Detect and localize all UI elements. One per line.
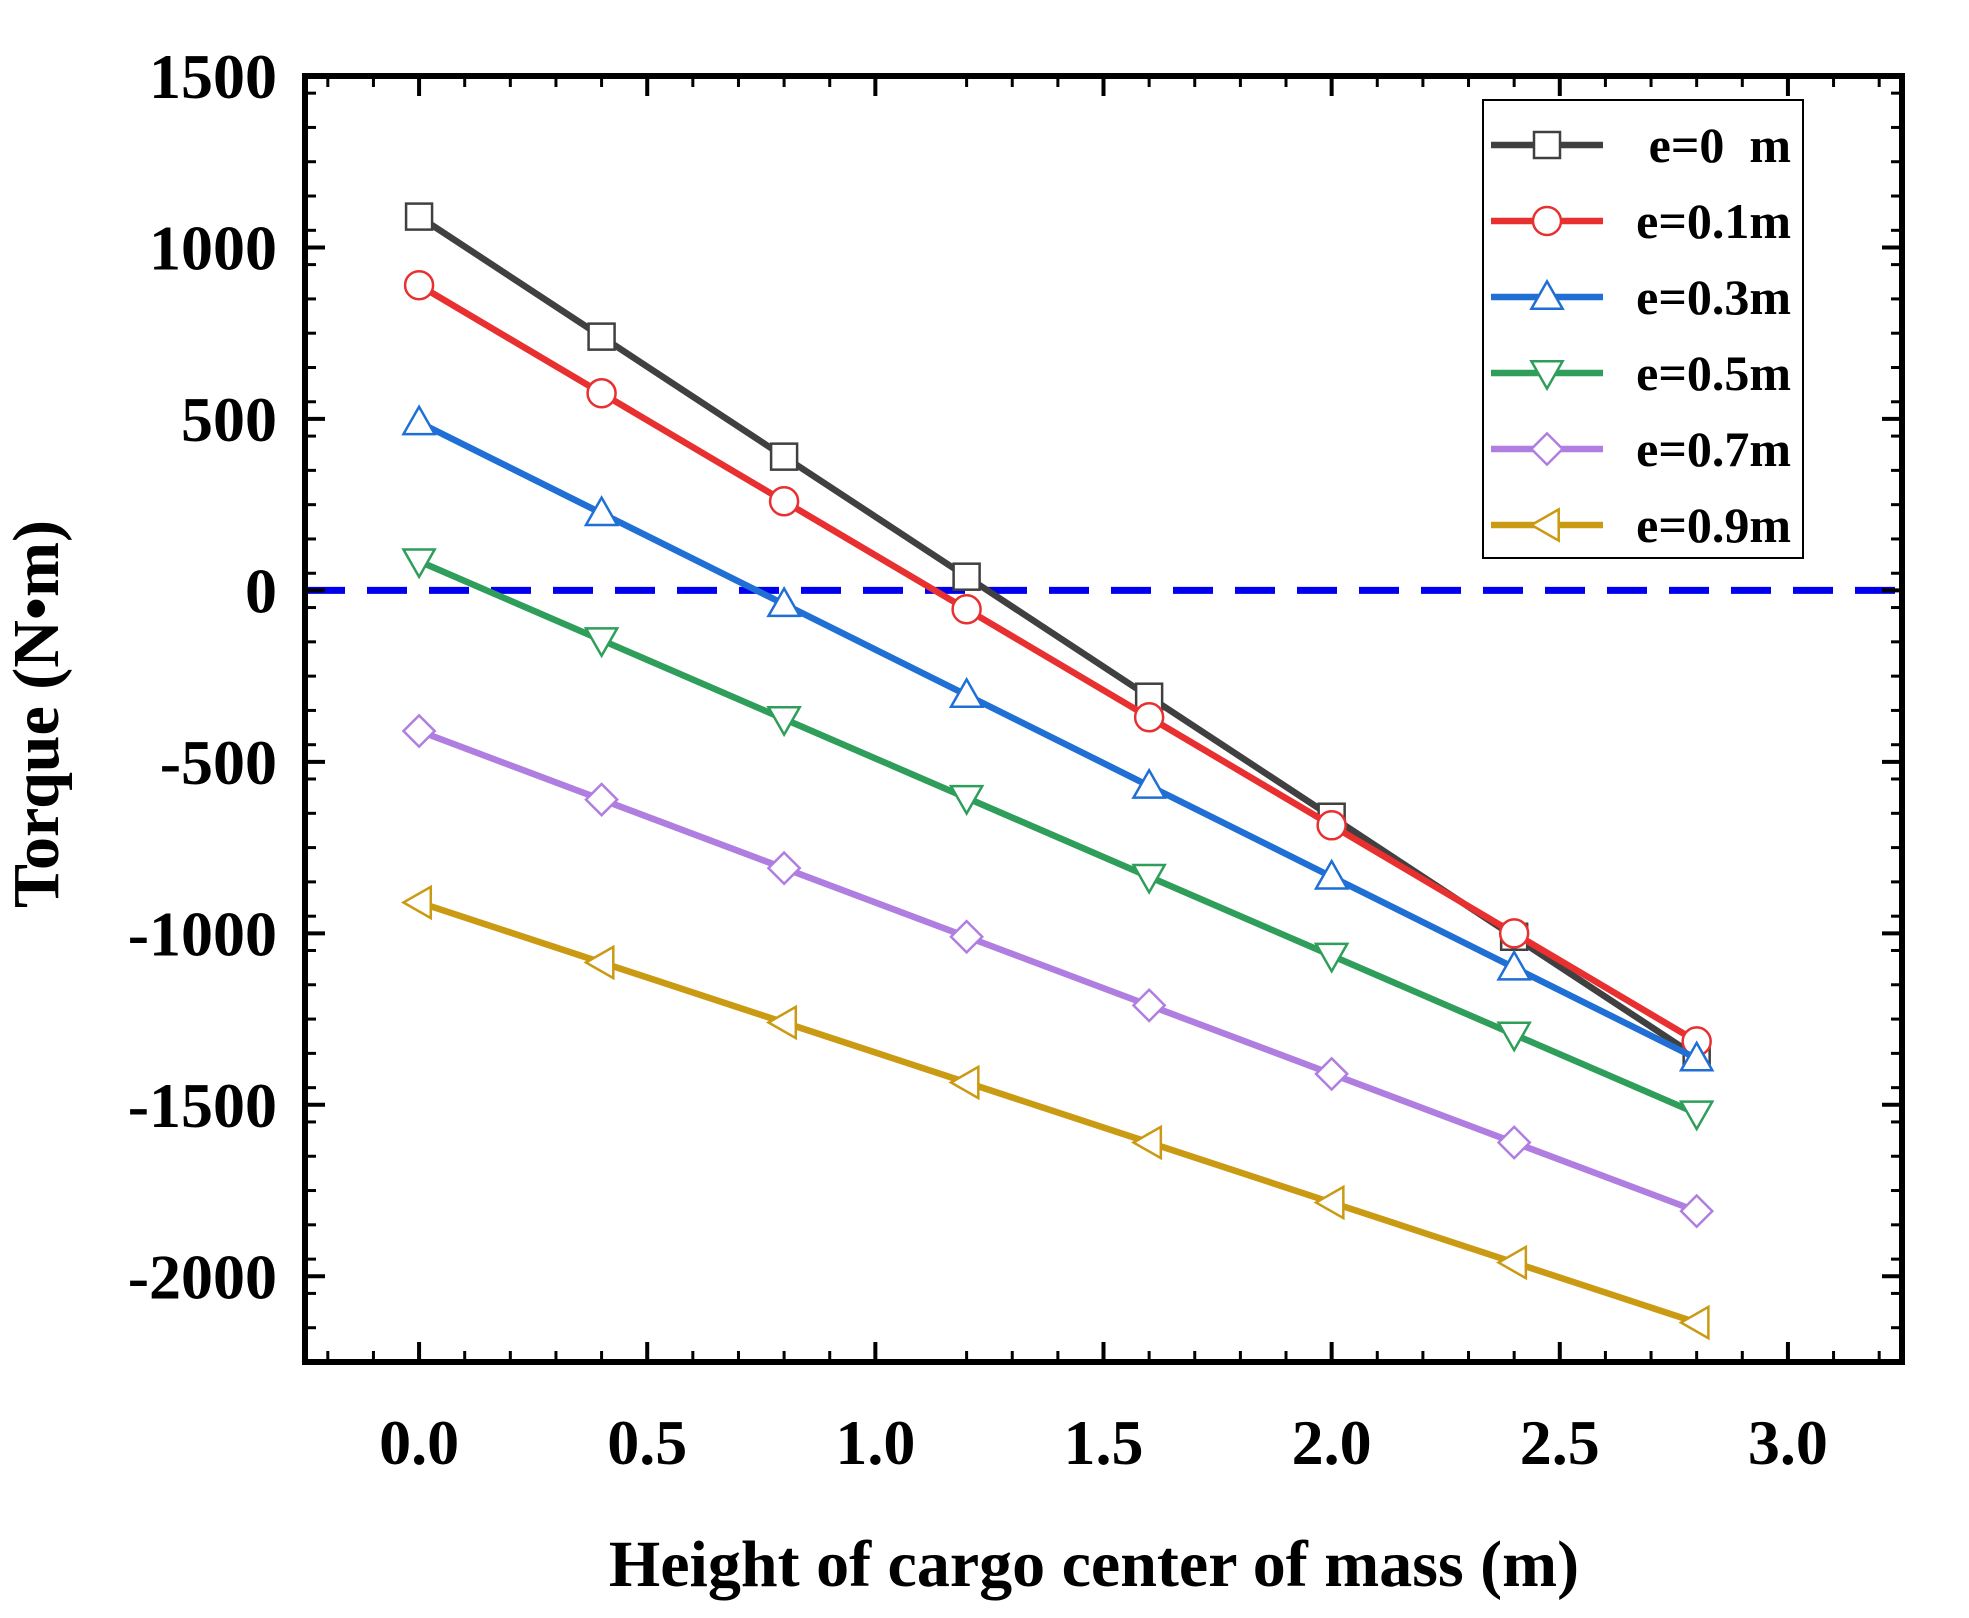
data-point bbox=[768, 485, 800, 517]
x-tick-label: 1.5 bbox=[1064, 1407, 1144, 1478]
legend-label: e=0.5m bbox=[1636, 345, 1791, 401]
data-point bbox=[1314, 1056, 1350, 1092]
data-point bbox=[1131, 767, 1167, 799]
legend: e=0 m e=0.1m e=0.3m e=0.5m e=0.7m e=0.9m bbox=[1482, 99, 1804, 559]
legend-item: e=0.1m bbox=[1491, 193, 1791, 249]
data-point bbox=[1313, 942, 1350, 974]
data-point bbox=[951, 594, 982, 625]
x-tick-label: 0.5 bbox=[607, 1407, 687, 1478]
y-axis-title: Torque (N•m) bbox=[0, 520, 73, 908]
x-tick-label: 1.0 bbox=[835, 1407, 915, 1478]
data-point bbox=[1679, 1193, 1715, 1229]
data-point bbox=[1498, 918, 1530, 949]
y-tick-label: -2000 bbox=[128, 1241, 277, 1312]
y-tick-label: 500 bbox=[181, 384, 277, 455]
data-point bbox=[1496, 1021, 1532, 1053]
legend-marker bbox=[1529, 360, 1565, 392]
y-tick-label: -1000 bbox=[128, 898, 277, 969]
data-point bbox=[766, 850, 802, 886]
y-tick-label: -500 bbox=[160, 727, 277, 798]
legend-item: e=0.3m bbox=[1491, 269, 1791, 325]
series-2 bbox=[401, 404, 1715, 1072]
series-line bbox=[417, 558, 1698, 1117]
y-tick-label: 0 bbox=[245, 555, 277, 626]
data-point bbox=[401, 713, 437, 749]
data-point bbox=[766, 706, 802, 738]
data-point bbox=[583, 944, 615, 981]
data-point bbox=[583, 495, 620, 527]
series-line bbox=[417, 419, 1699, 1062]
series-line bbox=[417, 282, 1699, 1045]
legend-item: e=0.5m bbox=[1491, 345, 1791, 401]
series-1 bbox=[403, 269, 1712, 1057]
data-point bbox=[1316, 810, 1347, 841]
data-point bbox=[769, 442, 799, 471]
series-line bbox=[417, 727, 1698, 1215]
data-point bbox=[952, 562, 981, 591]
data-point bbox=[586, 377, 617, 409]
data-point bbox=[400, 884, 433, 921]
x-axis-title: Height of cargo center of mass (m) bbox=[609, 1528, 1579, 1601]
legend-marker bbox=[1532, 130, 1562, 160]
data-point bbox=[587, 322, 616, 351]
x-tick-label: 2.5 bbox=[1520, 1407, 1600, 1478]
legend-marker bbox=[1531, 205, 1563, 237]
data-point bbox=[401, 548, 437, 580]
legend-item: e=0.7m bbox=[1491, 421, 1791, 477]
data-point bbox=[948, 676, 985, 708]
data-point bbox=[765, 1004, 798, 1041]
legend-marker bbox=[1529, 278, 1565, 310]
data-point bbox=[948, 1064, 980, 1101]
legend-label: e=0.3m bbox=[1636, 269, 1791, 325]
data-point bbox=[404, 202, 434, 231]
series-3 bbox=[401, 548, 1715, 1132]
data-point bbox=[583, 627, 620, 659]
data-point bbox=[1313, 1184, 1345, 1221]
data-point bbox=[1496, 1244, 1528, 1281]
data-point bbox=[766, 585, 802, 618]
x-tick-label: 0.0 bbox=[379, 1407, 459, 1478]
legend-item: e=0 m bbox=[1491, 117, 1791, 173]
series-line bbox=[418, 899, 1698, 1326]
data-point bbox=[1313, 858, 1350, 890]
data-point bbox=[1496, 949, 1532, 981]
legend-box bbox=[1482, 99, 1804, 559]
data-point bbox=[1133, 702, 1165, 733]
x-tick-label: 2.0 bbox=[1292, 1407, 1372, 1478]
data-point bbox=[1678, 1040, 1715, 1072]
data-point bbox=[1131, 987, 1167, 1023]
data-point bbox=[948, 784, 985, 816]
legend-marker bbox=[1528, 507, 1560, 543]
data-point bbox=[403, 269, 435, 301]
data-point bbox=[1131, 863, 1167, 895]
legend-label: e=0.7m bbox=[1636, 421, 1791, 477]
data-point bbox=[401, 404, 437, 436]
data-point bbox=[584, 782, 619, 817]
series-4 bbox=[401, 713, 1715, 1229]
x-tick-label: 3.0 bbox=[1748, 1407, 1828, 1478]
legend-label: e=0.9m bbox=[1636, 497, 1791, 553]
data-point bbox=[949, 919, 984, 955]
data-point bbox=[1678, 1100, 1715, 1132]
data-point bbox=[1131, 1124, 1163, 1161]
data-point bbox=[1678, 1304, 1710, 1341]
y-tick-label: 1000 bbox=[149, 212, 277, 283]
legend-label: e=0.1m bbox=[1636, 193, 1791, 249]
legend-label: e=0 m bbox=[1649, 117, 1791, 173]
series-5 bbox=[400, 884, 1710, 1341]
legend-item: e=0.9m bbox=[1491, 497, 1791, 553]
y-tick-label: 1500 bbox=[149, 41, 277, 112]
legend-marker bbox=[1529, 431, 1565, 467]
data-point bbox=[1496, 1125, 1532, 1160]
y-tick-label: -1500 bbox=[128, 1070, 277, 1141]
